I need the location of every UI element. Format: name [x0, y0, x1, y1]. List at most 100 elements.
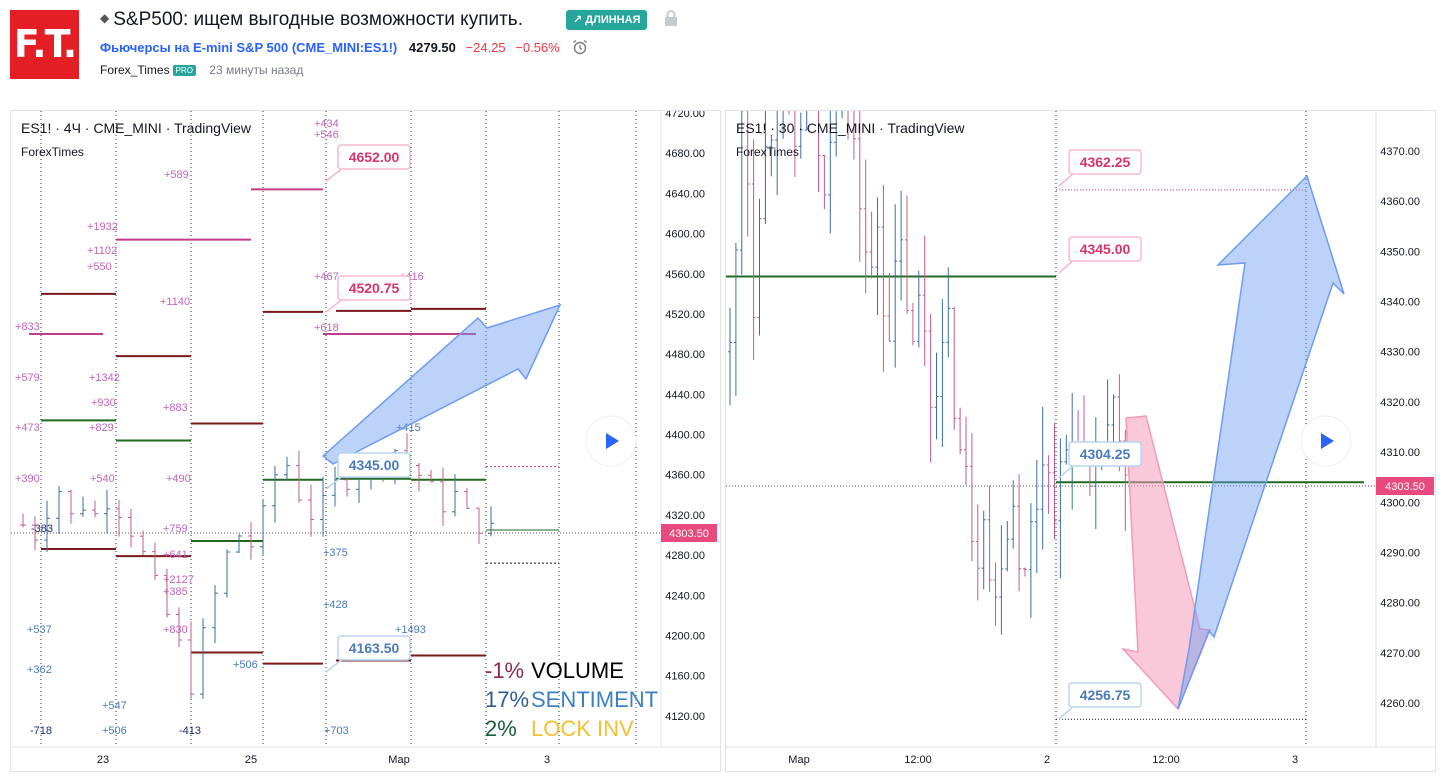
callout-text: 4345.00: [349, 457, 400, 473]
price-callout: 4256.75: [1058, 682, 1142, 720]
pro-badge: PRO: [172, 65, 196, 76]
bullish-arrow: [1177, 174, 1345, 710]
chart-legend: ES1! · 4Ч · CME_MINI · TradingView: [21, 120, 252, 136]
play-icon[interactable]: [606, 433, 619, 449]
callout-text: 4652.00: [349, 149, 400, 165]
volume-annotation: +830: [163, 624, 188, 636]
author-line: Forex_Times PRO 23 минуты назад: [100, 63, 303, 77]
volume-annotation: +540: [90, 473, 115, 485]
price-callout: 4304.25: [1058, 441, 1142, 479]
price-axis-label: 4560.00: [665, 269, 705, 281]
chart-author: ForexTimes: [736, 145, 799, 159]
stat-value: 17%: [485, 687, 529, 712]
volume-annotation: +473: [15, 422, 40, 434]
right-chart-canvas[interactable]: 4362.25 4345.00 4304.25 4256.75 4370.00 4360…: [726, 111, 1436, 772]
volume-annotation: +833: [15, 321, 40, 333]
callout-box: [1068, 682, 1142, 708]
callout-text: 4345.00: [1080, 241, 1131, 257]
current-price-tag: 4303.50: [1376, 477, 1434, 495]
price-axis-label: 4440.00: [665, 389, 705, 401]
price-axis-label: 4320.00: [1380, 397, 1420, 409]
stat-value: 2%: [485, 716, 517, 741]
price-axis-label: 4640.00: [665, 188, 705, 200]
stat-label: VOLUME: [531, 658, 624, 683]
price-axis-label: 4350.00: [1380, 246, 1420, 258]
author-name[interactable]: Forex_Times: [100, 63, 170, 77]
price-axis-label: 4480.00: [665, 349, 705, 361]
right-chart-panel[interactable]: 4362.25 4345.00 4304.25 4256.75 4370.00 4360…: [725, 110, 1436, 772]
callout-box: [337, 452, 411, 478]
price-callout: 4520.75: [325, 275, 411, 313]
price-axis-label: 4680.00: [665, 148, 705, 160]
lock-icon: [665, 10, 677, 26]
bullish-arrow: [321, 303, 562, 465]
volume-annotation: +2127: [163, 574, 194, 586]
symbol-line: Фьючерсы на E-mini S&P 500 (CME_MINI:ES1…: [100, 39, 589, 55]
volume-annotation: +550: [87, 261, 112, 273]
volume-annotation: +434: [314, 118, 339, 130]
callout-text: 4256.75: [1080, 687, 1131, 703]
callout-text: 4520.75: [349, 280, 400, 296]
price-axis-label: 4280.00: [665, 550, 705, 562]
time-axis-label: 3: [544, 754, 550, 766]
stat-value: -1%: [485, 658, 524, 683]
volume-annotation: +490: [166, 473, 191, 485]
chart-legend: ES1! · 30 · CME_MINI · TradingView: [736, 120, 965, 136]
volume-annotation: +547: [102, 700, 127, 712]
callout-box: [1068, 236, 1142, 262]
volume-annotation: +579: [15, 372, 40, 384]
published-time: 23 минуты назад: [209, 63, 304, 77]
volume-annotation: +883: [163, 402, 188, 414]
price-axis-label: 4290.00: [1380, 547, 1420, 559]
price-axis-label: 4310.00: [1380, 447, 1420, 459]
price-axis-label: 4600.00: [665, 229, 705, 241]
price-axis-label: 4360.00: [1380, 196, 1420, 208]
volume-annotation: +759: [163, 523, 188, 535]
play-button[interactable]: [585, 415, 637, 467]
play-button[interactable]: [1300, 415, 1352, 467]
callout-text: 4304.25: [1080, 446, 1131, 462]
volume-annotation: +1932: [87, 221, 118, 233]
price-axis-label: 4360.00: [665, 470, 705, 482]
idea-title: ◆ S&P500: ищем выгодные возможности купит…: [100, 9, 523, 31]
price-axis-label: 4200.00: [665, 630, 705, 642]
volume-annotation: +506: [233, 659, 258, 671]
price-axis-label: 4400.00: [665, 430, 705, 442]
stat-label: LOCK INV: [531, 716, 634, 741]
chart-author: ForexTimes: [21, 145, 84, 159]
volume-annotation: +589: [164, 169, 189, 181]
time-axis-label: 2: [1044, 754, 1050, 766]
volume-annotation: +390: [15, 473, 40, 485]
price-axis-label: 4320.00: [665, 510, 705, 522]
volume-annotation: +1493: [395, 624, 426, 636]
sort-updown-icon: ◆: [100, 11, 110, 25]
symbol-code-link[interactable]: (CME_MINI:ES1!): [291, 40, 398, 55]
callout-box: [337, 635, 411, 661]
volume-annotation: +385: [163, 586, 188, 598]
callout-text: 4163.50: [349, 640, 400, 656]
callout-box: [1068, 149, 1142, 175]
current-price-text: 4303.50: [1385, 481, 1425, 493]
price-axis-label: 4160.00: [665, 671, 705, 683]
play-icon[interactable]: [1321, 433, 1334, 449]
forex-times-logo[interactable]: F.T.: [10, 10, 79, 79]
price-callout: 4345.00: [325, 452, 411, 490]
stat-label: SENTIMENT: [531, 687, 658, 712]
time-axis-label: Мар: [388, 754, 410, 766]
left-chart-canvas[interactable]: +434+546+589+1932+1102+550+1140+467 +416+…: [11, 111, 721, 772]
alarm-clock-icon[interactable]: [571, 39, 589, 55]
volume-annotation: -383: [31, 523, 53, 535]
volume-annotation: +1102: [87, 245, 117, 257]
price-callout: 4652.00: [325, 144, 411, 182]
symbol-change-pct: −0.56%: [515, 40, 560, 55]
callout-text: 4362.25: [1080, 154, 1131, 170]
volume-annotation: +375: [323, 547, 348, 559]
volume-annotation: +1140: [160, 296, 190, 308]
time-axis-label: 23: [97, 754, 109, 766]
volume-annotation: -413: [179, 725, 201, 737]
symbol-name-link[interactable]: Фьючерсы на E-mini S&P 500: [100, 40, 289, 55]
left-chart-panel[interactable]: +434 +546 +589 +1932 +1102 +550 +1140 +467 +416 +…: [10, 110, 721, 772]
volume-annotation: -718: [30, 725, 52, 737]
callout-box: [337, 275, 411, 301]
volume-annotation: +641: [163, 549, 188, 561]
